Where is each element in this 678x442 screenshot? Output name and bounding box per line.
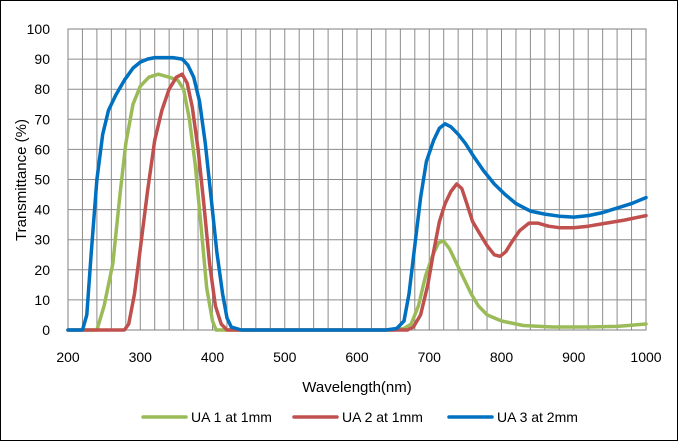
x-tick-label: 700 bbox=[418, 349, 442, 365]
y-tick-label: 30 bbox=[34, 232, 50, 248]
legend-label-2: UA 2 at 1mm bbox=[342, 409, 423, 425]
x-axis-title: Wavelength(nm) bbox=[302, 379, 411, 396]
series-line-3 bbox=[66, 55, 648, 332]
y-tick-label: 10 bbox=[34, 292, 50, 308]
x-tick-label: 200 bbox=[56, 349, 80, 365]
y-tick-label: 60 bbox=[34, 141, 50, 157]
x-axis-ticks: 200 300 400 500 600 700 800 900 1000 bbox=[56, 349, 661, 365]
x-tick-label: 900 bbox=[562, 349, 586, 365]
series-line-2 bbox=[66, 72, 648, 332]
y-tick-label: 0 bbox=[42, 322, 50, 338]
y-axis-title: Transmittance (%) bbox=[13, 119, 30, 241]
y-tick-label: 20 bbox=[34, 262, 50, 278]
y-tick-label: 80 bbox=[34, 81, 50, 97]
legend-label-1: UA 1 at 1mm bbox=[191, 409, 272, 425]
y-tick-label: 90 bbox=[34, 51, 50, 67]
y-tick-label: 70 bbox=[34, 111, 50, 127]
x-tick-label: 500 bbox=[273, 349, 297, 365]
series-layer bbox=[66, 55, 648, 332]
grid bbox=[67, 28, 647, 331]
x-tick-label: 300 bbox=[129, 349, 153, 365]
x-tick-label: 1000 bbox=[630, 349, 661, 365]
y-tick-label: 40 bbox=[34, 202, 50, 218]
legend-label-3: UA 3 at 2mm bbox=[497, 409, 578, 425]
x-tick-label: 600 bbox=[345, 349, 369, 365]
x-tick-label: 800 bbox=[490, 349, 514, 365]
y-tick-label: 50 bbox=[34, 172, 50, 188]
legend: UA 1 at 1mm UA 2 at 1mm UA 3 at 2mm bbox=[141, 409, 578, 425]
y-axis-ticks: 0 10 20 30 40 50 60 70 80 90 100 bbox=[27, 21, 51, 338]
y-tick-label: 100 bbox=[27, 21, 51, 37]
x-tick-label: 400 bbox=[201, 349, 225, 365]
